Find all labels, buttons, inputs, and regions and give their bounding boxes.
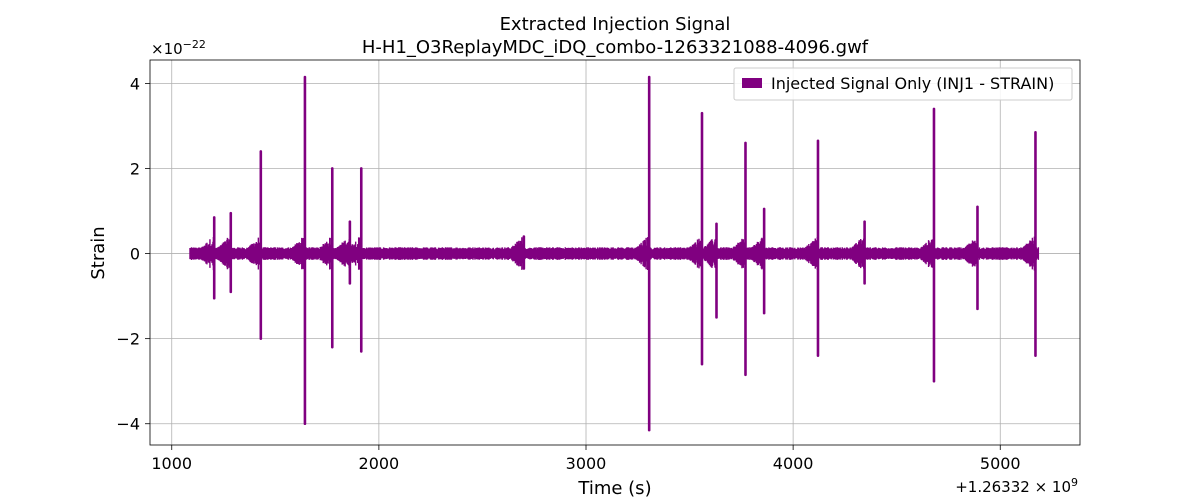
legend-swatch bbox=[742, 78, 762, 88]
y-tick-label: −4 bbox=[116, 415, 140, 434]
ticks-layer: 1000 2000 3000 4000 5000 −4 −2 0 2 4 bbox=[116, 74, 1020, 473]
y-tick-label: 4 bbox=[130, 74, 140, 93]
x-tick-label: 5000 bbox=[980, 454, 1021, 473]
x-tick-label: 4000 bbox=[773, 454, 814, 473]
y-axis-label: Strain bbox=[88, 226, 109, 279]
x-tick-label: 3000 bbox=[566, 454, 607, 473]
x-axis-label: Time (s) bbox=[577, 478, 651, 499]
x-offset-label: +1.26332 × 109 bbox=[955, 476, 1078, 496]
y-multiplier-exponent: −22 bbox=[183, 38, 206, 51]
y-tick-label: 0 bbox=[130, 245, 140, 264]
y-tick-label: 2 bbox=[130, 159, 140, 178]
x-tick-label: 2000 bbox=[359, 454, 400, 473]
x-offset-base: +1.26332 × 10 bbox=[955, 478, 1071, 496]
chart-subtitle: H-H1_O3ReplayMDC_iDQ_combo-1263321088-40… bbox=[362, 37, 869, 58]
y-multiplier-label: ×10−22 bbox=[151, 38, 206, 58]
legend-entry-label: Injected Signal Only (INJ1 - STRAIN) bbox=[771, 74, 1054, 93]
y-tick-label: −2 bbox=[116, 330, 140, 349]
data-layer bbox=[189, 75, 1040, 432]
chart-title: Extracted Injection Signal bbox=[500, 14, 731, 35]
x-tick-label: 1000 bbox=[151, 454, 192, 473]
y-multiplier-base: ×10 bbox=[151, 40, 183, 58]
signal-core-band bbox=[189, 250, 1039, 257]
legend: Injected Signal Only (INJ1 - STRAIN) bbox=[733, 67, 1073, 101]
x-offset-exponent: 9 bbox=[1071, 476, 1078, 489]
legend-frame bbox=[733, 67, 1073, 101]
plot-frame bbox=[149, 59, 1081, 446]
